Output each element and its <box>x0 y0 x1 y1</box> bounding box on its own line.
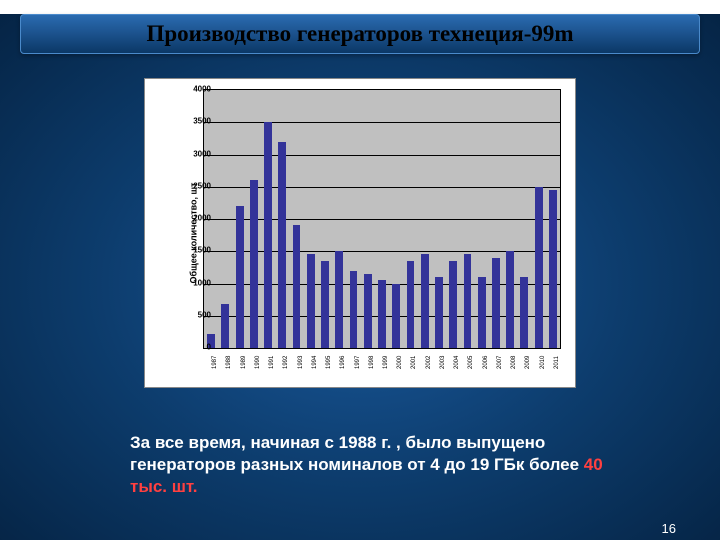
x-tick-label: 2007 <box>497 356 503 369</box>
bar <box>364 274 372 348</box>
bar <box>435 277 443 348</box>
y-tick-label: 3000 <box>193 149 211 158</box>
slide-root: Производство генераторов технеция-99m Об… <box>0 14 720 540</box>
slide-title: Производство генераторов технеция-99m <box>31 21 689 47</box>
x-tick-label: 2011 <box>554 356 560 369</box>
x-tick-label: 1990 <box>255 356 261 369</box>
bar <box>350 271 358 348</box>
bar <box>506 251 514 348</box>
x-tick-label: 1997 <box>355 356 361 369</box>
x-tick-label: 2008 <box>511 356 517 369</box>
x-tick-label: 1999 <box>383 356 389 369</box>
y-axis-label: Общее количество, шт <box>188 183 198 284</box>
x-tick-label: 1992 <box>283 356 289 369</box>
x-tick-label: 1995 <box>326 356 332 369</box>
bar <box>392 284 400 349</box>
bar <box>449 261 457 348</box>
x-tick-label: 2010 <box>540 356 546 369</box>
bar <box>520 277 528 348</box>
x-tick-label: 2004 <box>454 356 460 369</box>
x-tick-label: 1987 <box>212 356 218 369</box>
y-tick-label: 2500 <box>193 181 211 190</box>
x-tick-label: 2009 <box>525 356 531 369</box>
bar-chart: Общее количество, шт 0 500 1000 1500 2000 250… <box>144 78 576 388</box>
y-tick-label: 3500 <box>193 117 211 126</box>
title-bar: Производство генераторов технеция-99m <box>20 14 700 54</box>
bar <box>321 261 329 348</box>
y-tick-label: 1500 <box>193 246 211 255</box>
x-tick-label: 2005 <box>468 356 474 369</box>
page-number: 16 <box>662 521 676 536</box>
bar <box>535 187 543 348</box>
x-tick-label: 1991 <box>269 356 275 369</box>
x-tick-label: 2006 <box>483 356 489 369</box>
x-tick-label: 1994 <box>312 356 318 369</box>
y-tick-label: 500 <box>198 310 211 319</box>
bar <box>221 304 229 348</box>
x-tick-label: 1996 <box>340 356 346 369</box>
bar <box>421 254 429 348</box>
x-tick-label: 2000 <box>397 356 403 369</box>
x-tick-label: 1998 <box>369 356 375 369</box>
x-tick-label: 2001 <box>411 356 417 369</box>
y-tick-label: 0 <box>207 343 211 352</box>
gridline <box>204 122 560 123</box>
x-tick-label: 2002 <box>426 356 432 369</box>
caption-plain: За все время, начиная с 1988 г. , было в… <box>130 433 584 474</box>
bar <box>264 122 272 348</box>
x-tick-label: 1988 <box>226 356 232 369</box>
plot-area <box>203 89 561 349</box>
bar <box>478 277 486 348</box>
bar <box>278 142 286 348</box>
y-tick-label: 1000 <box>193 278 211 287</box>
bar <box>335 251 343 348</box>
x-tick-label: 1989 <box>241 356 247 369</box>
bar <box>293 225 301 348</box>
gridline <box>204 155 560 156</box>
bar <box>307 254 315 348</box>
y-tick-label: 2000 <box>193 214 211 223</box>
bar <box>549 190 557 348</box>
caption-text: За все время, начиная с 1988 г. , было в… <box>130 432 630 498</box>
bar <box>464 254 472 348</box>
x-tick-label: 2003 <box>440 356 446 369</box>
bar <box>250 180 258 348</box>
bar <box>492 258 500 348</box>
bar <box>407 261 415 348</box>
x-tick-label: 1993 <box>298 356 304 369</box>
bar <box>378 280 386 348</box>
bar <box>236 206 244 348</box>
y-tick-label: 4000 <box>193 85 211 94</box>
